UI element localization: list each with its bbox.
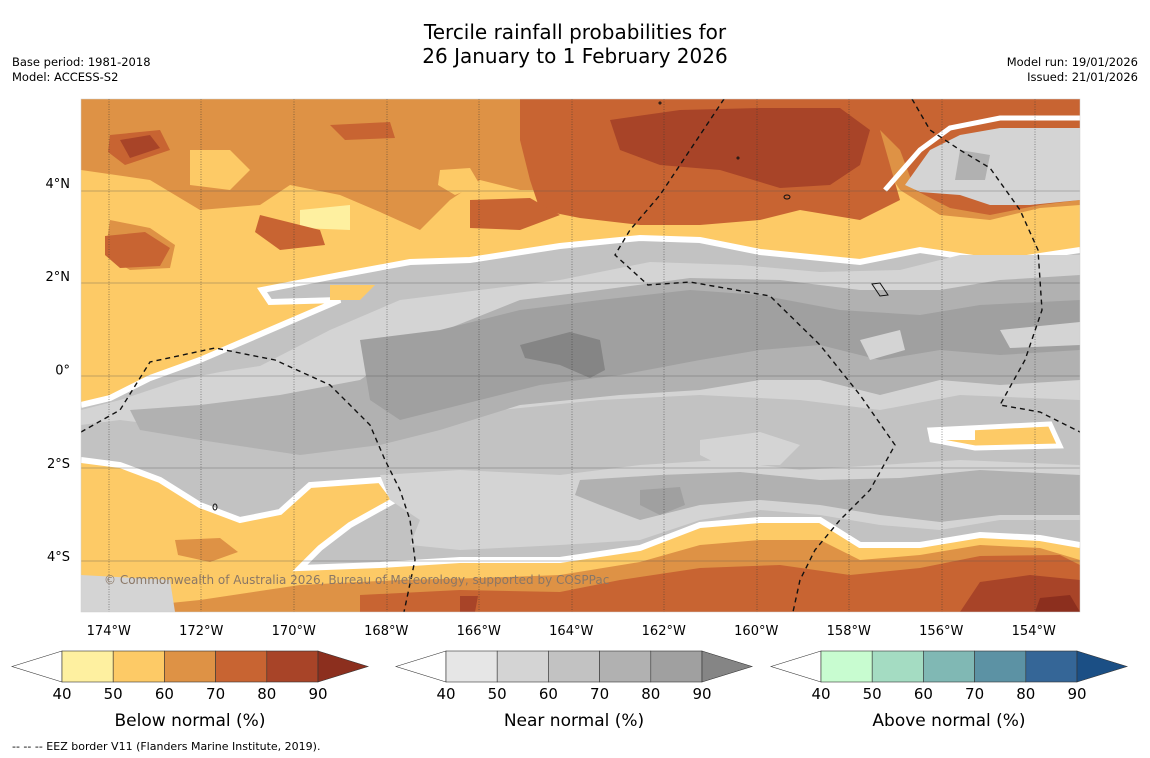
colorbar-segment bbox=[871, 650, 924, 683]
model-name: Model: ACCESS-S2 bbox=[12, 70, 119, 84]
eez-borders bbox=[81, 99, 1080, 612]
colorbar-max-arrow bbox=[317, 650, 370, 683]
colorbar-title: Above normal (%) bbox=[872, 711, 1025, 731]
colorbar-segment bbox=[923, 650, 975, 683]
colorbar-segment bbox=[974, 650, 1027, 683]
colorbar-min-arrow bbox=[769, 650, 822, 683]
title-line-2: 26 January to 1 February 2026 bbox=[422, 44, 728, 68]
lon-tick-label: 162°W bbox=[642, 624, 686, 639]
colorbar: 40 50 60 70 80 90 Below normal (%) bbox=[10, 650, 370, 731]
lon-tick-label: 154°W bbox=[1012, 624, 1056, 639]
colorbar-segment bbox=[215, 650, 268, 683]
colorbar-segment bbox=[820, 650, 873, 683]
colorbar-tick-label: 70 bbox=[965, 685, 984, 703]
colorbar-tick-label: 80 bbox=[257, 685, 276, 703]
forecast-map: © Commonwealth of Australia 2026, Bureau… bbox=[10, 98, 1129, 731]
colorbar-segment bbox=[1025, 650, 1078, 683]
colorbar-tick-label: 70 bbox=[206, 685, 225, 703]
colorbar-tick-label: 50 bbox=[104, 685, 123, 703]
colorbar-min-arrow bbox=[10, 650, 63, 683]
colorbar-tick-label: 60 bbox=[539, 685, 558, 703]
colorbar-tick-label: 90 bbox=[692, 685, 711, 703]
base-period: Base period: 1981-2018 bbox=[12, 55, 151, 69]
colorbar-tick-label: 60 bbox=[914, 685, 933, 703]
colorbar-tick-label: 90 bbox=[308, 685, 327, 703]
lon-tick-label: 158°W bbox=[827, 624, 871, 639]
lon-tick-label: 164°W bbox=[549, 624, 593, 639]
colorbar-max-arrow bbox=[1076, 650, 1129, 683]
colorbar-tick-label: 80 bbox=[1016, 685, 1035, 703]
colorbar-tick-label: 40 bbox=[52, 685, 71, 703]
colorbar-segment bbox=[445, 650, 498, 683]
colorbar-tick-label: 40 bbox=[436, 685, 455, 703]
lat-tick-label: 0° bbox=[55, 363, 70, 378]
lon-tick-label: 166°W bbox=[457, 624, 501, 639]
colorbar-title: Near normal (%) bbox=[504, 711, 644, 731]
lon-tick-label: 156°W bbox=[919, 624, 963, 639]
issued-date: Issued: 21/01/2026 bbox=[1027, 70, 1138, 84]
colorbar-segment bbox=[61, 650, 114, 683]
model-run: Model run: 19/01/2026 bbox=[1006, 55, 1138, 69]
colorbar: 40 50 60 70 80 90 Near normal (%) bbox=[394, 650, 754, 731]
islands bbox=[212, 101, 889, 511]
colorbar: 40 50 60 70 80 90 Above normal (%) bbox=[769, 650, 1129, 731]
title-line-1: Tercile rainfall probabilities for bbox=[423, 20, 727, 44]
lat-tick-label: 4°S bbox=[47, 550, 70, 565]
lon-tick-label: 160°W bbox=[734, 624, 778, 639]
probability-field: © Commonwealth of Australia 2026, Bureau… bbox=[81, 99, 1080, 612]
lat-tick-label: 2°S bbox=[47, 457, 70, 472]
colorbar-segment bbox=[266, 650, 319, 683]
colorbar-segment bbox=[112, 650, 165, 683]
colorbar-segment bbox=[496, 650, 549, 683]
footer-note: -- -- -- EEZ border V11 (Flanders Marine… bbox=[12, 740, 321, 753]
colorbar-segment bbox=[599, 650, 652, 683]
lat-tick-label: 2°N bbox=[46, 270, 71, 285]
graticule bbox=[108, 99, 1036, 612]
colorbar-tick-label: 40 bbox=[811, 685, 830, 703]
colorbar-title: Below normal (%) bbox=[115, 711, 266, 731]
colorbar-tick-label: 70 bbox=[590, 685, 609, 703]
lon-tick-label: 168°W bbox=[364, 624, 408, 639]
colorbar-segment bbox=[164, 650, 216, 683]
colorbar-tick-label: 60 bbox=[155, 685, 174, 703]
lon-tick-label: 172°W bbox=[179, 624, 223, 639]
colorbar-tick-label: 80 bbox=[641, 685, 660, 703]
colorbar-tick-label: 50 bbox=[863, 685, 882, 703]
colorbar-min-arrow bbox=[394, 650, 447, 683]
colorbar-segment bbox=[650, 650, 703, 683]
lat-tick-label: 4°N bbox=[46, 177, 71, 192]
lon-tick-label: 170°W bbox=[272, 624, 316, 639]
colorbar-segment bbox=[548, 650, 600, 683]
lon-tick-label: 174°W bbox=[87, 624, 131, 639]
colorbar-max-arrow bbox=[701, 650, 754, 683]
copyright-watermark: © Commonwealth of Australia 2026, Bureau… bbox=[104, 573, 609, 587]
colorbar-tick-label: 90 bbox=[1067, 685, 1086, 703]
colorbar-tick-label: 50 bbox=[488, 685, 507, 703]
